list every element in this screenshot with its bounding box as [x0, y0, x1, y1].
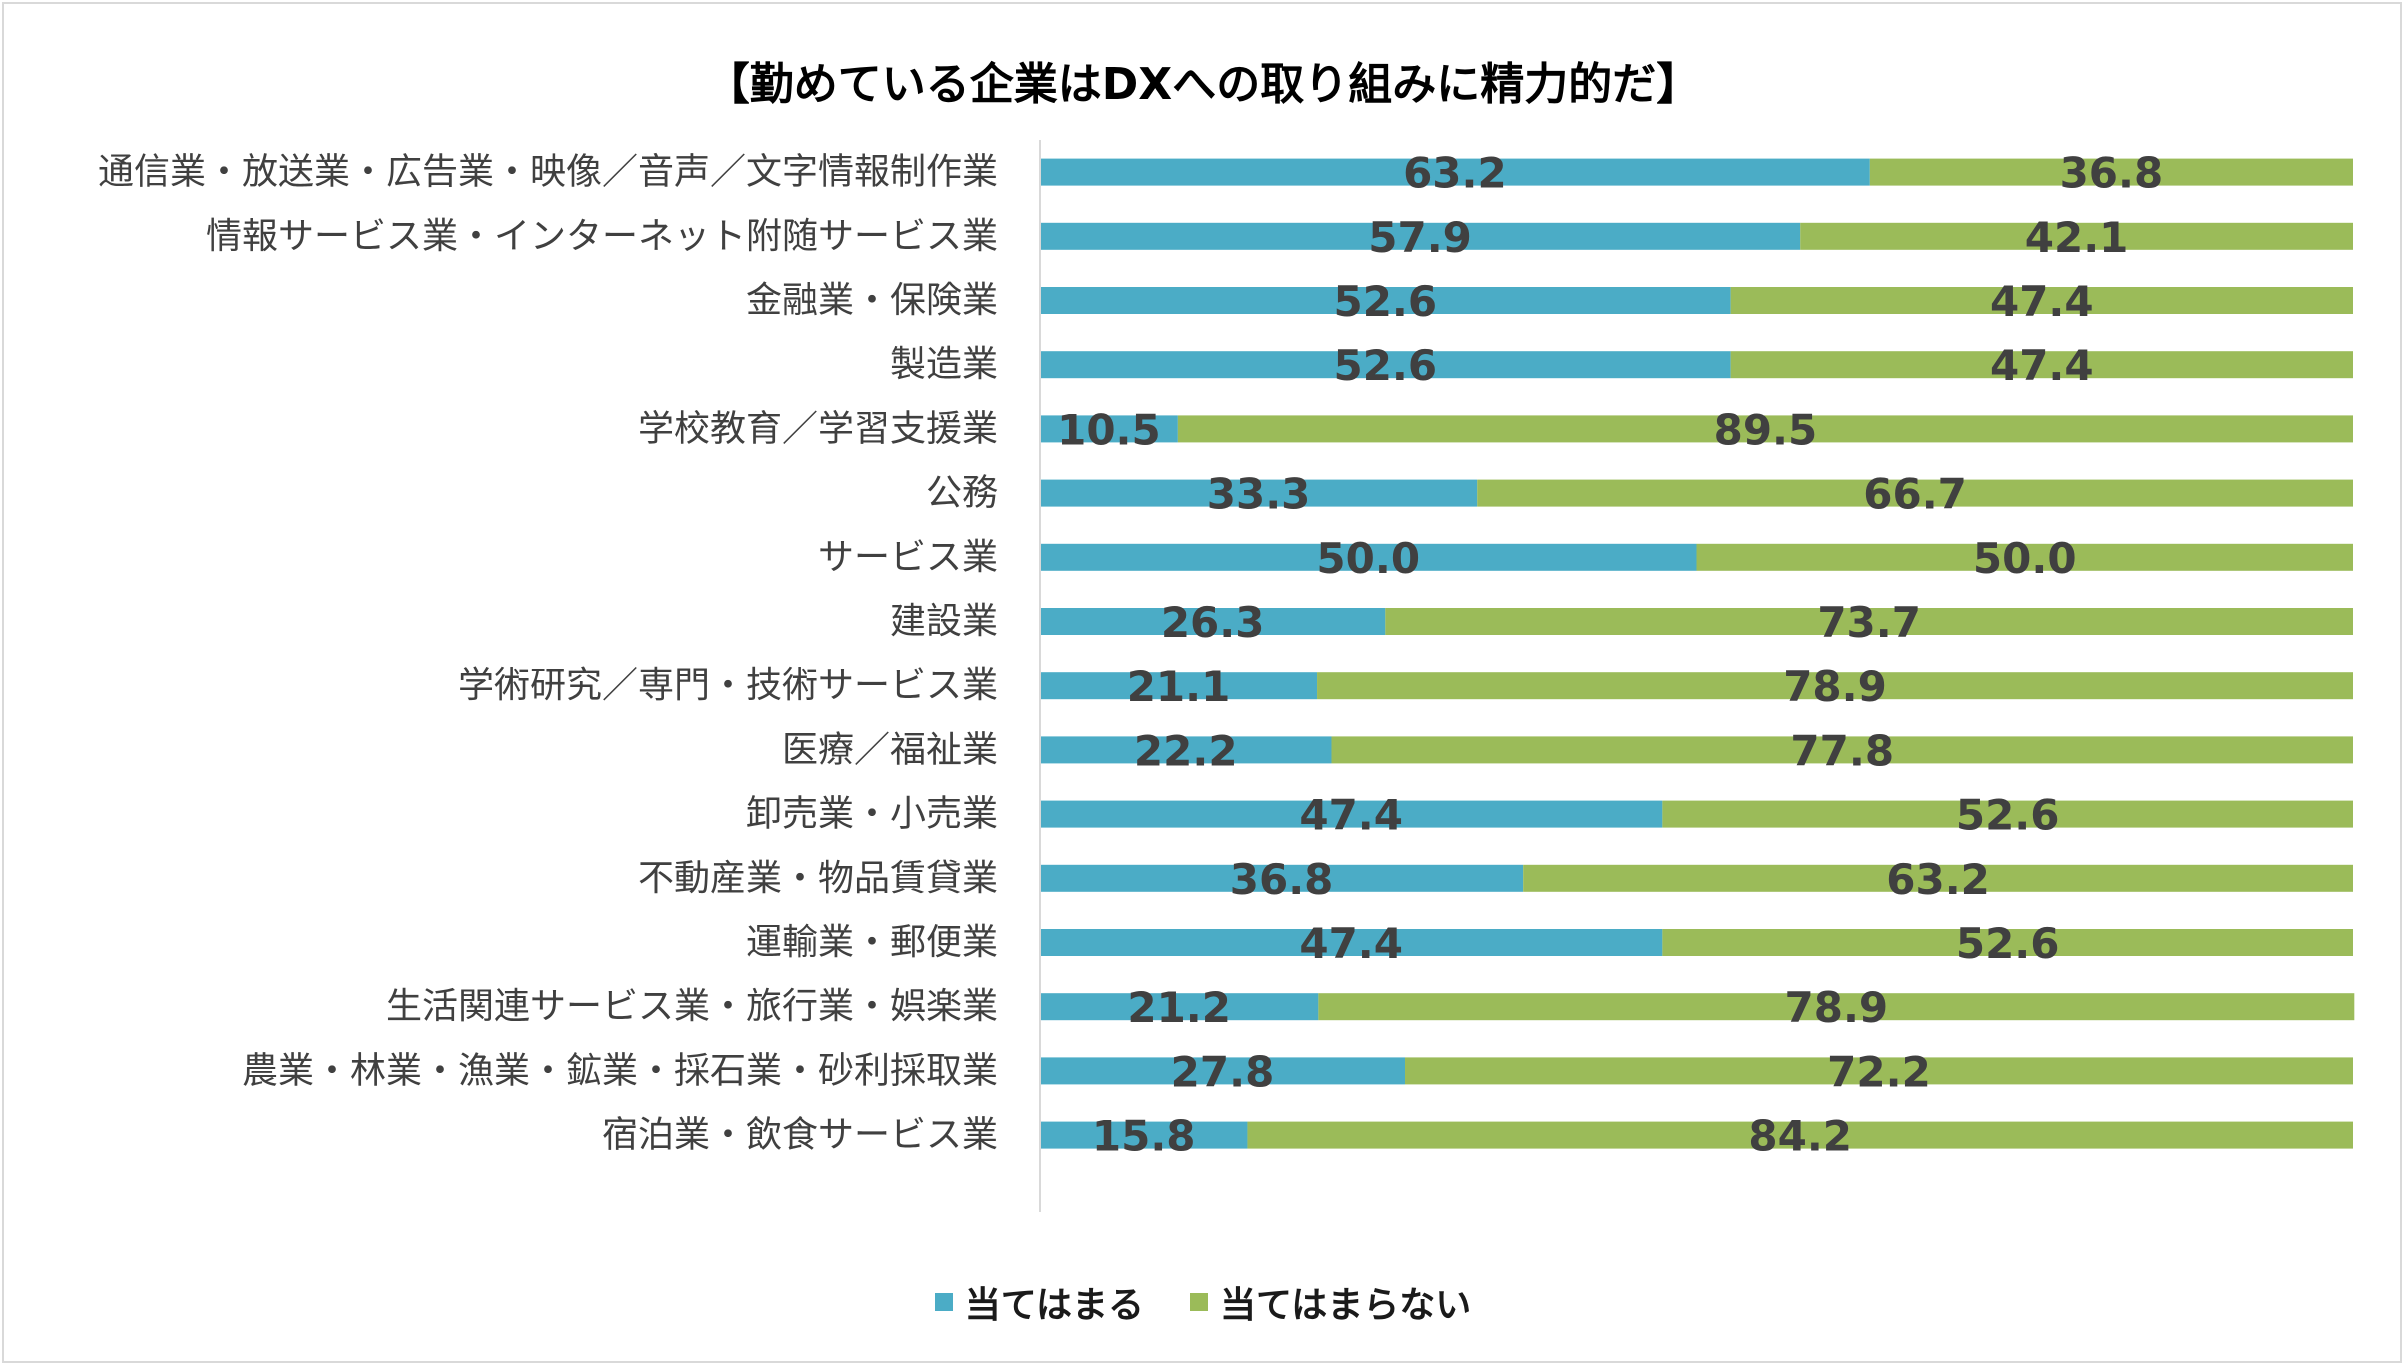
data-label-series-1: 15.8	[1092, 1112, 1196, 1161]
data-label-series-1: 47.4	[1299, 791, 1403, 840]
data-label-series-1: 21.2	[1127, 983, 1231, 1032]
category-label: 農業・林業・漁業・鉱業・採石業・砂利採取業	[242, 1050, 998, 1091]
category-label: 通信業・放送業・広告業・映像／音声／文字情報制作業	[98, 152, 998, 193]
legend-item-series-1: 当てはまる	[934, 1276, 1144, 1328]
bar-segment-series-2	[1317, 672, 2353, 700]
bar-segment-series-2	[1662, 800, 2353, 828]
data-label-series-1: 21.1	[1127, 662, 1231, 711]
category-label: 不動産業・物品賃貸業	[638, 858, 998, 899]
data-label-series-1: 33.3	[1207, 470, 1311, 519]
bars-group	[1040, 158, 2355, 1149]
data-label-series-1: 50.0	[1316, 534, 1420, 583]
chart-title: 【勤めている企業はDXへの取り組みに精力的だ】	[705, 59, 1701, 110]
bar-segment-series-2	[1385, 608, 2353, 635]
data-label-series-2: 63.2	[1886, 855, 1990, 904]
data-label-series-2: 36.8	[2060, 149, 2164, 198]
data-label-series-1: 27.8	[1171, 1047, 1275, 1096]
category-label: 運輸業・郵便業	[746, 922, 998, 963]
legend: 当てはまる 当てはまらない	[0, 1276, 2406, 1328]
category-label: 金融業・保険業	[746, 280, 998, 321]
bar-segment-series-1	[1040, 1057, 1406, 1085]
bar-segment-series-1	[1040, 222, 1801, 250]
bar-segment-series-1	[1040, 479, 1478, 507]
bar-segment-series-2	[1800, 222, 2353, 250]
data-label-series-2: 52.6	[1956, 791, 2060, 840]
bar-segment-series-1	[1040, 736, 1332, 764]
data-label-series-2: 78.9	[1785, 983, 1889, 1032]
bar-segment-series-2	[1405, 1057, 2353, 1085]
data-label-series-2: 47.4	[1990, 277, 2094, 326]
bar-segment-series-1	[1040, 800, 1663, 828]
bar-segment-series-2	[1318, 993, 2355, 1021]
data-label-series-1: 63.2	[1403, 149, 1507, 198]
category-label: サービス業	[818, 537, 998, 578]
data-label-series-1: 52.6	[1333, 341, 1437, 390]
data-label-series-1: 57.9	[1368, 213, 1472, 262]
bar-segment-series-2	[1662, 929, 2353, 956]
bar-segment-series-2	[1477, 479, 2353, 507]
category-label: 情報サービス業・インターネット附随サービス業	[206, 216, 998, 257]
category-label: 卸売業・小売業	[746, 794, 998, 835]
data-label-series-2: 78.9	[1783, 662, 1887, 711]
data-label-series-1: 10.5	[1057, 405, 1161, 454]
bar-segment-series-1	[1040, 158, 1870, 186]
data-label-series-2: 84.2	[1748, 1112, 1852, 1161]
bar-segment-series-1	[1040, 929, 1663, 956]
category-label: 学術研究／専門・技術サービス業	[458, 665, 998, 706]
bar-segment-series-1	[1040, 351, 1731, 379]
bar-segment-series-1	[1040, 608, 1386, 635]
category-label: 医療／福祉業	[782, 729, 998, 770]
bar-segment-series-1	[1040, 543, 1697, 571]
bar-segment-series-2	[1730, 287, 2353, 314]
bar-segment-series-1	[1040, 287, 1731, 314]
legend-item-series-2: 当てはまらない	[1190, 1276, 1471, 1328]
legend-label-series-2: 当てはまらない	[1220, 1285, 1472, 1326]
bar-segment-series-2	[1177, 415, 2353, 443]
category-label: 建設業	[890, 601, 998, 642]
category-label: 公務	[926, 473, 998, 514]
data-label-series-1: 26.3	[1161, 598, 1265, 647]
legend-swatch-series-2	[1190, 1293, 1208, 1311]
value-labels-group: 63.2 36.8 57.9 42.1 52.6 47.4 52.6 47.4 10.5 89.5…	[1057, 149, 2163, 1161]
bar-segment-series-2	[1523, 864, 2353, 892]
legend-swatch-series-1	[934, 1293, 953, 1311]
category-label: 宿泊業・飲食サービス業	[602, 1115, 998, 1156]
category-label: 製造業	[890, 344, 998, 385]
data-label-series-2: 47.4	[1990, 341, 2094, 390]
bar-segment-series-1	[1040, 993, 1319, 1021]
bar-segment-series-1	[1040, 415, 1178, 443]
bar-segment-series-2	[1247, 1121, 2353, 1149]
bar-segment-series-2	[1331, 736, 2353, 764]
bar-segment-series-2	[1696, 543, 2353, 571]
bar-segment-series-1	[1040, 672, 1318, 700]
data-label-series-2: 42.1	[2025, 213, 2129, 262]
category-label: 学校教育／学習支援業	[638, 408, 998, 449]
data-label-series-2: 73.7	[1817, 598, 1921, 647]
bar-segment-series-2	[1730, 351, 2353, 379]
bar-segment-series-1	[1040, 1121, 1248, 1149]
bar-segment-series-2	[1869, 158, 2353, 186]
bar-segment-series-1	[1040, 864, 1524, 892]
data-label-series-2: 52.6	[1956, 919, 2060, 968]
data-label-series-1: 22.2	[1134, 726, 1238, 775]
data-label-series-2: 72.2	[1827, 1047, 1931, 1096]
data-label-series-2: 50.0	[1973, 534, 2077, 583]
category-label: 生活関連サービス業・旅行業・娯楽業	[386, 986, 998, 1027]
data-label-series-1: 52.6	[1333, 277, 1437, 326]
category-labels-group: 通信業・放送業・広告業・映像／音声／文字情報制作業情報サービス業・インターネット…	[98, 152, 998, 1156]
data-label-series-2: 89.5	[1714, 405, 1818, 454]
data-label-series-1: 47.4	[1299, 919, 1403, 968]
data-label-series-1: 36.8	[1230, 855, 1334, 904]
legend-label-series-1: 当てはまる	[964, 1285, 1144, 1326]
data-label-series-2: 66.7	[1863, 470, 1967, 519]
data-label-series-2: 77.8	[1790, 726, 1894, 775]
